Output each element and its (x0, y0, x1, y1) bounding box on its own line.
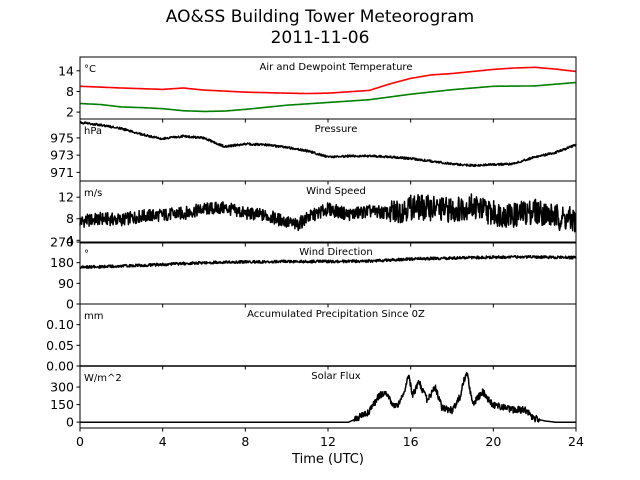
y-tick-label-2-0: 4 (66, 233, 74, 248)
x-tick-label-1: 4 (159, 434, 167, 449)
panel-title-3: Wind Direction (299, 247, 373, 258)
chart-subtitle: 2011-11-06 (270, 28, 370, 48)
y-tick-label-1-2: 975 (50, 130, 74, 145)
panel-unit-label-0: °C (84, 64, 96, 75)
panel-title-5: Solar Flux (311, 371, 361, 382)
y-tick-label-5-2: 300 (50, 380, 74, 395)
panel-unit-label-4: mm (84, 311, 103, 322)
panel-unit-label-3: ° (84, 249, 89, 260)
y-tick-label-3-1: 90 (58, 276, 74, 291)
y-tick-label-3-3: 270 (50, 235, 74, 250)
chart-title: AO&SS Building Tower Meteorogram (165, 7, 475, 27)
y-tick-label-5-1: 150 (50, 397, 74, 412)
panel-unit-label-1: hPa (84, 126, 102, 137)
panel-title-0: Air and Dewpoint Temperature (260, 62, 413, 73)
panel-title-4: Accumulated Precipitation Since 0Z (247, 309, 425, 320)
y-tick-label-4-1: 0.05 (46, 338, 74, 353)
series-line-5-0 (79, 372, 577, 423)
x-tick-label-5: 20 (485, 434, 501, 449)
y-tick-label-0-1: 8 (66, 84, 74, 99)
y-tick-label-1-1: 973 (50, 148, 74, 163)
y-tick-label-2-2: 12 (58, 190, 74, 205)
y-tick-label-3-2: 180 (50, 255, 74, 270)
series-line-1-0 (79, 120, 577, 168)
y-tick-label-4-2: 0.10 (46, 317, 74, 332)
series-line-0-0 (79, 66, 577, 95)
x-tick-label-6: 24 (568, 434, 584, 449)
x-tick-label-3: 12 (320, 434, 336, 449)
series-line-2-0 (79, 193, 577, 233)
series-line-0-1 (79, 81, 577, 113)
y-tick-label-5-0: 0 (66, 415, 74, 430)
panel-unit-label-2: m/s (84, 188, 102, 199)
series-line-3-0 (79, 255, 577, 270)
x-tick-label-0: 0 (76, 434, 84, 449)
panel-title-2: Wind Speed (306, 186, 366, 197)
y-tick-label-3-0: 0 (66, 297, 74, 312)
y-tick-label-2-1: 8 (66, 211, 74, 226)
x-tick-label-4: 16 (403, 434, 419, 449)
panel-unit-label-5: W/m^2 (84, 373, 122, 384)
x-tick-label-2: 8 (241, 434, 249, 449)
y-tick-label-4-0: 0.00 (46, 359, 74, 374)
x-axis-label: Time (UTC) (292, 452, 364, 467)
panel-title-1: Pressure (315, 124, 358, 135)
y-tick-label-0-2: 14 (58, 63, 74, 78)
y-tick-label-1-0: 971 (50, 165, 74, 180)
y-tick-label-0-0: 2 (66, 105, 74, 120)
